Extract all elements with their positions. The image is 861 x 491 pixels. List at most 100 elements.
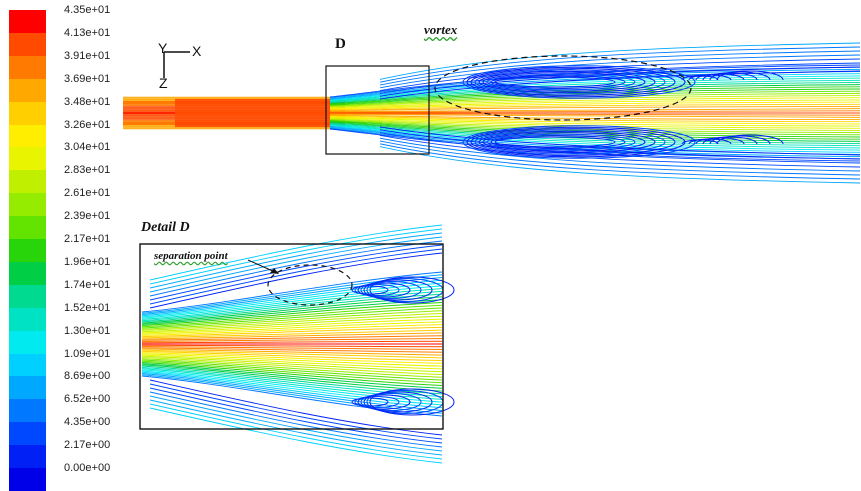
streamline (486, 73, 636, 91)
streamline (486, 133, 636, 151)
separation-arrowhead (270, 268, 279, 274)
streamline (141, 335, 443, 341)
streamline (141, 373, 443, 411)
streamline (141, 350, 443, 362)
streamline (379, 137, 861, 172)
streamline (149, 383, 443, 440)
streamline (141, 355, 443, 373)
legend-label: 8.69e+00 (64, 370, 111, 383)
box-label-d: D (335, 36, 346, 52)
legend-swatch (9, 147, 46, 171)
streamline (329, 79, 861, 103)
streamline (369, 276, 455, 304)
legend-swatch (9, 399, 46, 423)
streamline (149, 244, 443, 301)
streamline (329, 99, 861, 110)
legend-swatch (9, 101, 46, 125)
streamline (141, 369, 443, 403)
streamline (141, 353, 443, 367)
streamline (149, 252, 443, 309)
streamline (329, 88, 861, 106)
streamline (149, 248, 443, 305)
streamline (149, 387, 443, 444)
streamline (141, 310, 443, 330)
streamline (141, 347, 443, 353)
streamline (141, 329, 443, 339)
legend-swatch (9, 261, 46, 285)
streamline (709, 71, 771, 81)
streamline (329, 118, 861, 131)
streamline (329, 66, 861, 99)
streamline-plot (123, 42, 861, 464)
streamline (149, 224, 443, 281)
separation-point-label: separation point (154, 250, 228, 262)
streamline (329, 115, 861, 123)
streamline (478, 130, 656, 154)
streamline (329, 125, 861, 153)
streamline (329, 119, 861, 136)
streamline (329, 117, 861, 129)
streamline (149, 232, 443, 289)
streamline (149, 240, 443, 297)
streamline (329, 92, 861, 107)
legend-label: 4.35e+01 (64, 4, 111, 16)
streamline (141, 358, 443, 378)
streamline (329, 116, 861, 127)
streamline (141, 344, 443, 348)
streamline (379, 54, 861, 89)
streamline (474, 69, 666, 95)
x-axis-label: X (192, 43, 202, 59)
streamline (141, 301, 443, 327)
streamline (141, 313, 443, 331)
detail-box-d (325, 65, 430, 155)
streamline (716, 134, 784, 145)
streamline (141, 315, 443, 333)
streamline (379, 140, 861, 176)
legend-swatch (9, 239, 46, 262)
legend-label: 2.17e+01 (64, 233, 111, 245)
detail-title: Detail D (141, 220, 190, 235)
legend-label: 3.26e+01 (64, 118, 111, 131)
legend-label: 1.52e+01 (64, 301, 111, 314)
streamline (329, 128, 861, 162)
streamline (494, 136, 616, 148)
streamline (462, 125, 696, 159)
legend-swatch (9, 216, 46, 240)
streamline (141, 332, 443, 340)
streamline (379, 70, 861, 100)
streamline (482, 132, 646, 152)
legend-label: 3.69e+01 (64, 72, 111, 85)
separation-arrow (247, 259, 276, 273)
streamline (462, 65, 696, 99)
legend-swatch (9, 422, 46, 446)
streamline (141, 359, 443, 381)
streamline (141, 360, 443, 384)
streamline (329, 116, 861, 125)
streamline (141, 363, 443, 389)
streamline (379, 42, 861, 80)
streamline (369, 388, 455, 416)
vortex-label: vortex (424, 22, 458, 37)
streamline (494, 76, 616, 88)
streamline (709, 135, 771, 145)
legend-swatch (9, 10, 46, 33)
legend-label: 1.30e+01 (64, 324, 111, 337)
streamline (329, 124, 861, 149)
streamline (141, 357, 443, 375)
streamline (141, 288, 443, 320)
legend-swatch (9, 330, 46, 354)
streamline (149, 379, 443, 436)
legend-swatch (9, 445, 46, 469)
legend-swatch (9, 307, 46, 331)
streamline (141, 349, 443, 359)
streamline (466, 66, 686, 98)
streamline (379, 58, 861, 92)
legend-label: 1.09e+01 (64, 347, 111, 360)
legend-label: 3.48e+01 (64, 95, 111, 108)
streamline (379, 50, 861, 86)
detail-frame (139, 243, 444, 430)
streamline (149, 228, 443, 285)
z-axis-label: Z (159, 75, 168, 91)
y-axis-label: Y (158, 40, 168, 56)
legend-label: 2.17e+00 (64, 439, 111, 452)
